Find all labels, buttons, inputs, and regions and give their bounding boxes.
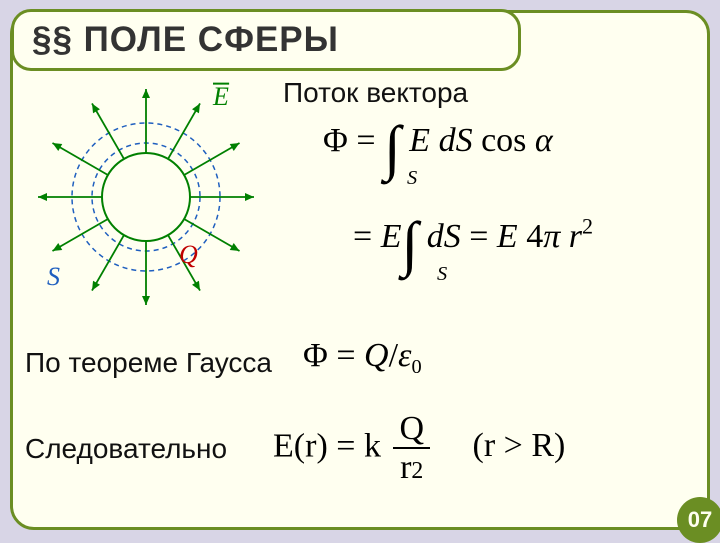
svg-text:S: S: [47, 262, 60, 291]
equation-flux-evaluated: = E∫S dS = E 4π r2: [353, 209, 593, 280]
sphere-field-diagram: E Q S: [31, 75, 261, 305]
eq4-den: r2: [393, 449, 430, 486]
gauss-label: По теореме Гаусса: [25, 347, 272, 379]
title-box: §§ ПОЛЕ СФЕРЫ: [11, 9, 521, 71]
flux-label: Поток вектора: [283, 77, 468, 109]
equation-flux-integral: Φ = ∫S E dS cos α: [323, 113, 553, 184]
equation-gauss: Φ = Q/ε0: [303, 337, 422, 379]
eq4-fraction: Q r2: [393, 411, 430, 486]
slide-title: §§ ПОЛЕ СФЕРЫ: [32, 20, 500, 60]
svg-text:E: E: [212, 82, 229, 111]
slide-number-badge: 07: [677, 497, 720, 543]
equation-result: E(r) = k Q r2 (r > R): [273, 411, 565, 486]
therefore-label: Следовательно: [25, 433, 227, 465]
eq4-num: Q: [393, 411, 430, 449]
svg-text:Q: Q: [179, 240, 198, 269]
slide-card: §§ ПОЛЕ СФЕРЫ Поток вектора E Q S Φ = ∫S E…: [10, 10, 710, 530]
eq4-lhs: E: [273, 427, 294, 464]
eq4-condition: (r > R): [473, 427, 566, 464]
